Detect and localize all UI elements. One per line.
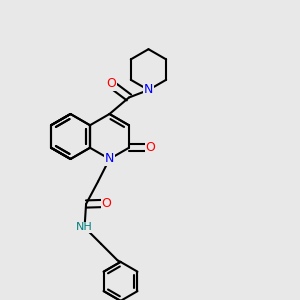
Text: O: O	[101, 197, 111, 210]
Text: N: N	[144, 83, 153, 97]
Text: NH: NH	[76, 222, 93, 233]
Text: O: O	[106, 77, 116, 91]
Text: N: N	[105, 152, 114, 166]
Text: O: O	[146, 141, 155, 154]
